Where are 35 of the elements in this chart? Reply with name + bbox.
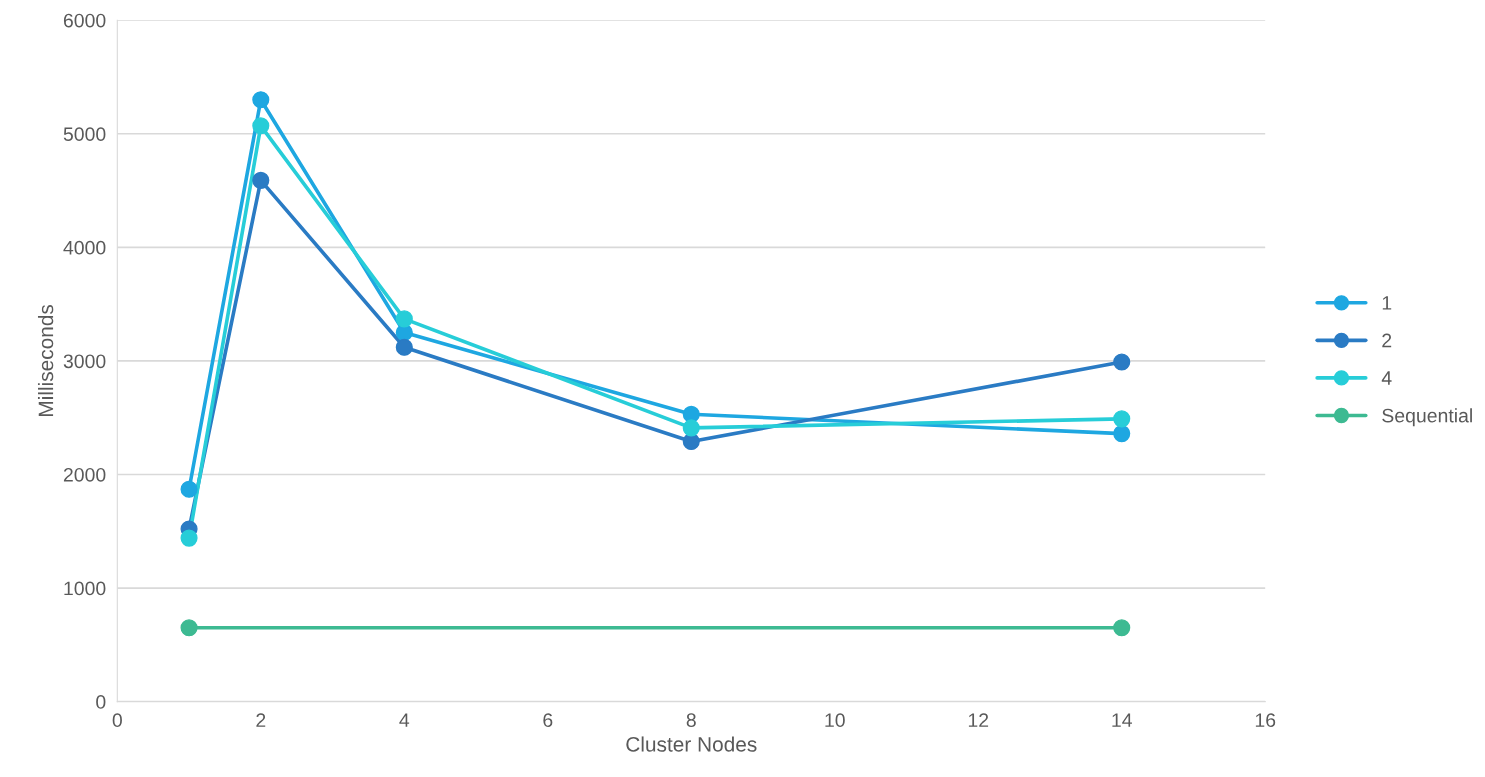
point [395,338,413,356]
point [1113,410,1131,428]
x-tick-label: 10 [825,713,845,728]
point [180,619,198,637]
y-tick-label: 1000 [64,581,106,596]
point [1113,619,1131,637]
x-tick-label: 6 [543,713,553,728]
y-axis-title: Milliseconds [37,304,54,416]
x-tick-label: 4 [399,713,410,727]
x-tick-label: 2 [256,713,266,727]
legend-label: 4 [1381,371,1392,385]
legend-label: 2 [1382,333,1392,348]
x-tick-label: 0 [112,713,122,728]
point [395,310,413,328]
y-tick-label: 3000 [63,354,106,369]
point [180,529,198,547]
point [1113,353,1131,371]
point [252,91,270,109]
x-tick-label: 8 [686,713,696,728]
point [252,117,270,135]
point [1113,425,1131,443]
x-axis-title: Cluster Nodes [626,736,757,752]
legend-label: Sequential [1382,408,1472,427]
x-tick-label: 12 [968,713,989,727]
x-tick-label: 14 [1112,713,1132,727]
point [180,480,198,498]
y-tick-label: 2000 [63,467,106,482]
point [682,419,700,437]
y-tick-label: 0 [96,695,106,709]
legend-label: 1 [1382,296,1392,310]
x-tick-label: 16 [1255,713,1276,728]
point [252,171,270,189]
y-tick-label: 4000 [63,240,106,255]
y-tick-label: 6000 [63,13,106,28]
y-tick-label: 5000 [63,127,106,142]
